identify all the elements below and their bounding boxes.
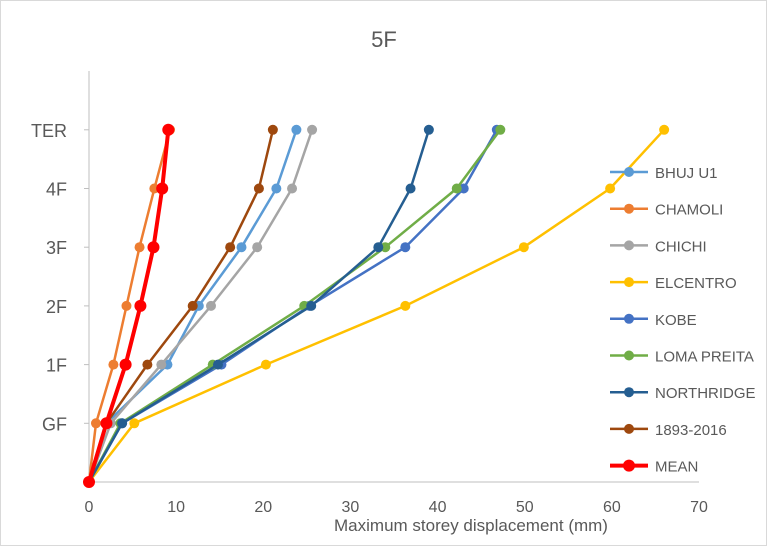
legend-entry-1893-2016: 1893-2016 bbox=[610, 422, 727, 439]
y-tick-label: 4F bbox=[46, 180, 67, 200]
data-point-chamoli bbox=[134, 242, 145, 253]
data-point-northridge bbox=[306, 300, 317, 311]
series-kobe bbox=[84, 124, 502, 487]
legend-label-1893-2016: 1893-2016 bbox=[655, 422, 727, 439]
y-tick-label: GF bbox=[42, 414, 67, 434]
data-point-chichi bbox=[287, 183, 298, 194]
data-point-loma-preita bbox=[380, 242, 391, 253]
legend-entry-elcentro: ELCENTRO bbox=[610, 275, 737, 292]
data-point-chichi bbox=[156, 359, 167, 370]
series-elcentro bbox=[84, 124, 670, 487]
legend-entry-northridge: NORTHRIDGE bbox=[610, 385, 756, 402]
data-point-elcentro bbox=[260, 359, 271, 370]
legend-marker-bhuj-u1 bbox=[624, 167, 634, 177]
legend-label-elcentro: ELCENTRO bbox=[655, 275, 737, 292]
legend-marker-kobe bbox=[624, 313, 634, 324]
data-point-chamoli bbox=[121, 300, 132, 311]
legend-marker-chamoli bbox=[624, 203, 634, 214]
data-point-1893-2016 bbox=[267, 124, 278, 135]
legend-entry-loma-preita: LOMA PREITA bbox=[610, 349, 754, 366]
data-point-elcentro bbox=[659, 124, 670, 135]
data-point-bhuj-u1 bbox=[236, 242, 247, 253]
legend-entry-chamoli: CHAMOLI bbox=[610, 202, 723, 219]
data-point-kobe bbox=[400, 242, 411, 253]
data-point-northridge bbox=[117, 418, 128, 429]
chart-title: 5F bbox=[371, 27, 397, 52]
legend: BHUJ U1 CHAMOLI CHICHI ELCENTRO KOBE LOMA PRE… bbox=[610, 165, 756, 476]
x-axis-label: Maximum storey displacement (mm) bbox=[334, 516, 608, 535]
legend-label-kobe: KOBE bbox=[655, 312, 697, 329]
legend-label-chamoli: CHAMOLI bbox=[655, 202, 723, 219]
data-point-elcentro bbox=[605, 183, 616, 194]
y-tick-label: 2F bbox=[46, 297, 67, 317]
data-point-elcentro bbox=[400, 300, 411, 311]
legend-marker-northridge bbox=[624, 387, 634, 398]
data-point-elcentro bbox=[129, 418, 140, 429]
legend-label-loma-preita: LOMA PREITA bbox=[655, 349, 754, 366]
data-point-chichi bbox=[307, 124, 318, 135]
data-point-mean bbox=[119, 358, 132, 371]
data-point-1893-2016 bbox=[187, 300, 198, 311]
legend-marker-chichi bbox=[624, 240, 634, 251]
data-point-1893-2016 bbox=[225, 242, 236, 253]
data-point-mean bbox=[156, 182, 169, 195]
legend-entry-mean: MEAN bbox=[610, 459, 698, 476]
axes: GF 1F 2F 3F 4F TER 0 10 20 30 40 50 60 70 bbox=[31, 71, 708, 516]
legend-label-mean: MEAN bbox=[655, 459, 698, 476]
x-tick-label: 70 bbox=[690, 499, 708, 516]
data-point-mean bbox=[100, 417, 113, 430]
data-point-chamoli bbox=[108, 359, 119, 370]
legend-marker-loma-preita bbox=[624, 350, 634, 361]
y-tick-label: 3F bbox=[46, 238, 67, 258]
data-point-northridge bbox=[373, 242, 384, 253]
data-point-1893-2016 bbox=[253, 183, 264, 194]
data-point-chichi bbox=[252, 242, 263, 253]
data-point-northridge bbox=[212, 359, 223, 370]
series-layer bbox=[83, 123, 670, 488]
legend-label-chichi: CHICHI bbox=[655, 238, 707, 255]
data-point-loma-preita bbox=[451, 183, 462, 194]
data-point-bhuj-u1 bbox=[291, 124, 302, 135]
data-point-mean bbox=[147, 241, 160, 254]
data-point-chamoli bbox=[90, 418, 101, 429]
data-point-loma-preita bbox=[495, 124, 506, 135]
legend-marker-mean bbox=[623, 459, 635, 472]
legend-label-bhuj-u1: BHUJ U1 bbox=[655, 165, 718, 182]
x-tick-label: 20 bbox=[254, 499, 272, 516]
legend-label-northridge: NORTHRIDGE bbox=[655, 385, 756, 402]
data-point-bhuj-u1 bbox=[271, 183, 282, 194]
legend-entry-kobe: KOBE bbox=[610, 312, 697, 329]
y-tick-label: TER bbox=[31, 121, 67, 141]
legend-entry-chichi: CHICHI bbox=[610, 238, 707, 255]
legend-entry-bhuj-u1: BHUJ U1 bbox=[610, 165, 718, 182]
x-tick-label: 30 bbox=[342, 499, 360, 516]
data-point-mean bbox=[83, 476, 95, 488]
x-tick-label: 60 bbox=[603, 499, 621, 516]
data-point-chichi bbox=[206, 300, 216, 311]
data-point-mean bbox=[134, 299, 147, 312]
data-point-northridge bbox=[423, 124, 434, 135]
y-tick-label: 1F bbox=[46, 356, 67, 376]
x-tick-label: 40 bbox=[429, 499, 447, 516]
series-mean bbox=[83, 123, 175, 488]
data-point-1893-2016 bbox=[142, 359, 153, 370]
x-tick-label: 10 bbox=[167, 499, 185, 516]
series-1893-2016 bbox=[84, 124, 278, 487]
data-point-elcentro bbox=[518, 242, 529, 253]
x-tick-label: 0 bbox=[85, 499, 94, 516]
series-line-elcentro bbox=[87, 128, 666, 484]
data-point-kobe bbox=[458, 183, 469, 194]
legend-marker-elcentro bbox=[624, 277, 634, 288]
legend-marker-1893-2016 bbox=[624, 423, 634, 434]
x-tick-label: 50 bbox=[516, 499, 534, 516]
data-point-northridge bbox=[405, 183, 416, 194]
data-point-mean bbox=[162, 123, 175, 136]
